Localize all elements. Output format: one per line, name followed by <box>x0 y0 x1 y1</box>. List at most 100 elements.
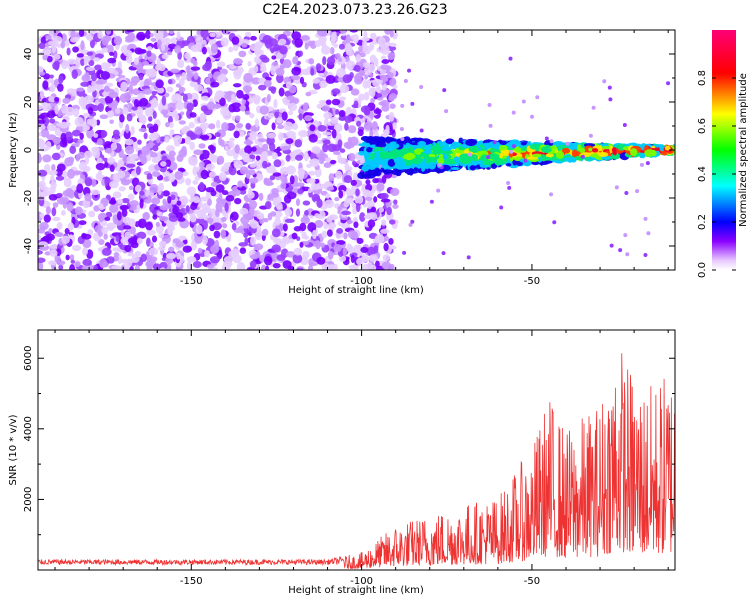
spectrogram-cell <box>320 45 331 55</box>
spectrogram-cell <box>112 191 122 199</box>
spectrogram-cell <box>378 101 387 106</box>
spectrogram-cell <box>346 243 352 252</box>
spectrogram-cell <box>160 267 166 270</box>
spectrogram-cell <box>622 123 627 128</box>
spectrogram-cell <box>312 120 320 127</box>
spectrogram-cell <box>140 114 147 125</box>
spectrogram-cell <box>624 190 629 195</box>
spectrogram-cell <box>419 85 424 90</box>
spectrogram-cell <box>260 66 267 73</box>
spectrogram-cell <box>151 156 160 164</box>
spectrogram-cell <box>275 202 283 210</box>
spectrogram-cell <box>644 149 656 157</box>
spectrogram-cell <box>552 220 557 225</box>
spectrogram-cell <box>80 40 85 51</box>
spectrogram-cell <box>48 260 58 266</box>
spectrogram-cell <box>370 206 377 213</box>
spectrogram-cell <box>222 260 233 268</box>
spectrogram-cell <box>136 31 146 41</box>
colorbar-tick-label: 0.6 <box>697 118 708 134</box>
spectrogram-cell <box>441 251 446 256</box>
spectrogram-cell <box>408 168 414 176</box>
spectrogram-cell <box>162 190 170 197</box>
spectrogram-cell <box>335 170 343 180</box>
spectrogram-cell <box>299 76 305 85</box>
spectrogram-cell <box>269 175 276 181</box>
spectrogram-cell <box>164 136 170 143</box>
spectrogram-cell <box>532 153 543 158</box>
spectrogram-cell <box>138 73 144 81</box>
spectrogram-cell <box>136 112 144 118</box>
spectrogram-cell <box>160 161 167 167</box>
spectrogram-cell <box>325 193 331 199</box>
spectrogram-cell <box>146 264 152 270</box>
spectrogram-cell <box>338 57 343 62</box>
spectrogram-cell <box>353 221 359 229</box>
spectrogram-cell <box>126 113 133 122</box>
spectrogram-cell <box>231 185 240 193</box>
colorbar-tick-label: 0.0 <box>697 262 708 278</box>
spectrogram-cell <box>350 254 355 264</box>
spectrogram-cell <box>68 231 74 236</box>
spectrogram-cell <box>45 206 52 215</box>
x-tick-label: -50 <box>524 276 540 287</box>
spectrogram-cell <box>186 73 193 82</box>
spectrogram-cell <box>80 81 90 87</box>
y-tick-label: -20 <box>23 190 34 206</box>
spectrogram-cell <box>295 182 305 187</box>
spectrogram-cell <box>359 52 366 58</box>
spectrogram-cell <box>237 180 244 188</box>
spectrogram-cell <box>323 111 333 120</box>
spectrogram-cell <box>232 83 242 88</box>
spectrogram-cell <box>127 252 135 257</box>
spectrogram-cell <box>239 207 249 216</box>
spectrogram-cell <box>158 232 164 239</box>
spectrogram-cell <box>328 214 339 221</box>
spectrogram-cell <box>568 143 579 151</box>
spectrogram-cell <box>400 136 405 141</box>
colorbar-label: Normalized spectral amplitude <box>738 73 749 227</box>
spectrogram-cell <box>203 219 208 230</box>
spectrogram-cell <box>263 218 269 223</box>
spectrogram-cell <box>42 54 48 61</box>
spectrogram-cell <box>368 254 378 262</box>
spectrogram-cell <box>157 211 163 217</box>
spectrogram-cell <box>96 138 103 146</box>
spectrogram-cell <box>86 51 94 56</box>
spectrogram-cell <box>249 99 254 104</box>
spectrogram-cell <box>275 67 285 76</box>
spectrogram-cell <box>436 188 441 193</box>
spectrogram-cell <box>89 118 98 128</box>
spectrogram-cell <box>60 40 66 49</box>
spectrogram-cell <box>127 237 137 244</box>
spectrogram-cell <box>505 163 512 167</box>
spectrogram-cell <box>113 35 123 46</box>
spectrogram-cell <box>220 216 227 222</box>
spectrogram-cell <box>122 216 131 224</box>
spectrogram-cell <box>42 103 52 112</box>
spectrogram-cell <box>148 133 158 141</box>
spectrogram-cell <box>206 264 215 269</box>
spectrogram-cell <box>343 200 350 208</box>
spectrogram-cell <box>257 138 267 143</box>
spectrogram-cell <box>111 265 122 270</box>
spectrogram-cell <box>329 47 335 55</box>
spectrogram-cell <box>244 237 249 245</box>
spectrogram-cell <box>112 129 120 137</box>
spectrogram-cell <box>248 199 257 210</box>
spectrogram-cell <box>590 153 601 158</box>
spectrogram-cell <box>261 160 268 169</box>
spectrogram-cell <box>123 129 131 140</box>
spectrogram-cell <box>93 57 101 62</box>
spectrogram-cell <box>193 72 199 80</box>
spectrogram-cell <box>189 141 195 151</box>
spectrogram-cell <box>224 145 229 151</box>
spectrogram-cell <box>262 34 272 45</box>
spectrogram-cell <box>49 83 56 93</box>
spectrogram-cell <box>145 30 151 40</box>
snr-plot-area <box>38 353 675 569</box>
spectrogram-cell <box>223 106 229 112</box>
spectrogram-cell <box>87 107 94 115</box>
spectrogram-cell <box>73 170 83 175</box>
